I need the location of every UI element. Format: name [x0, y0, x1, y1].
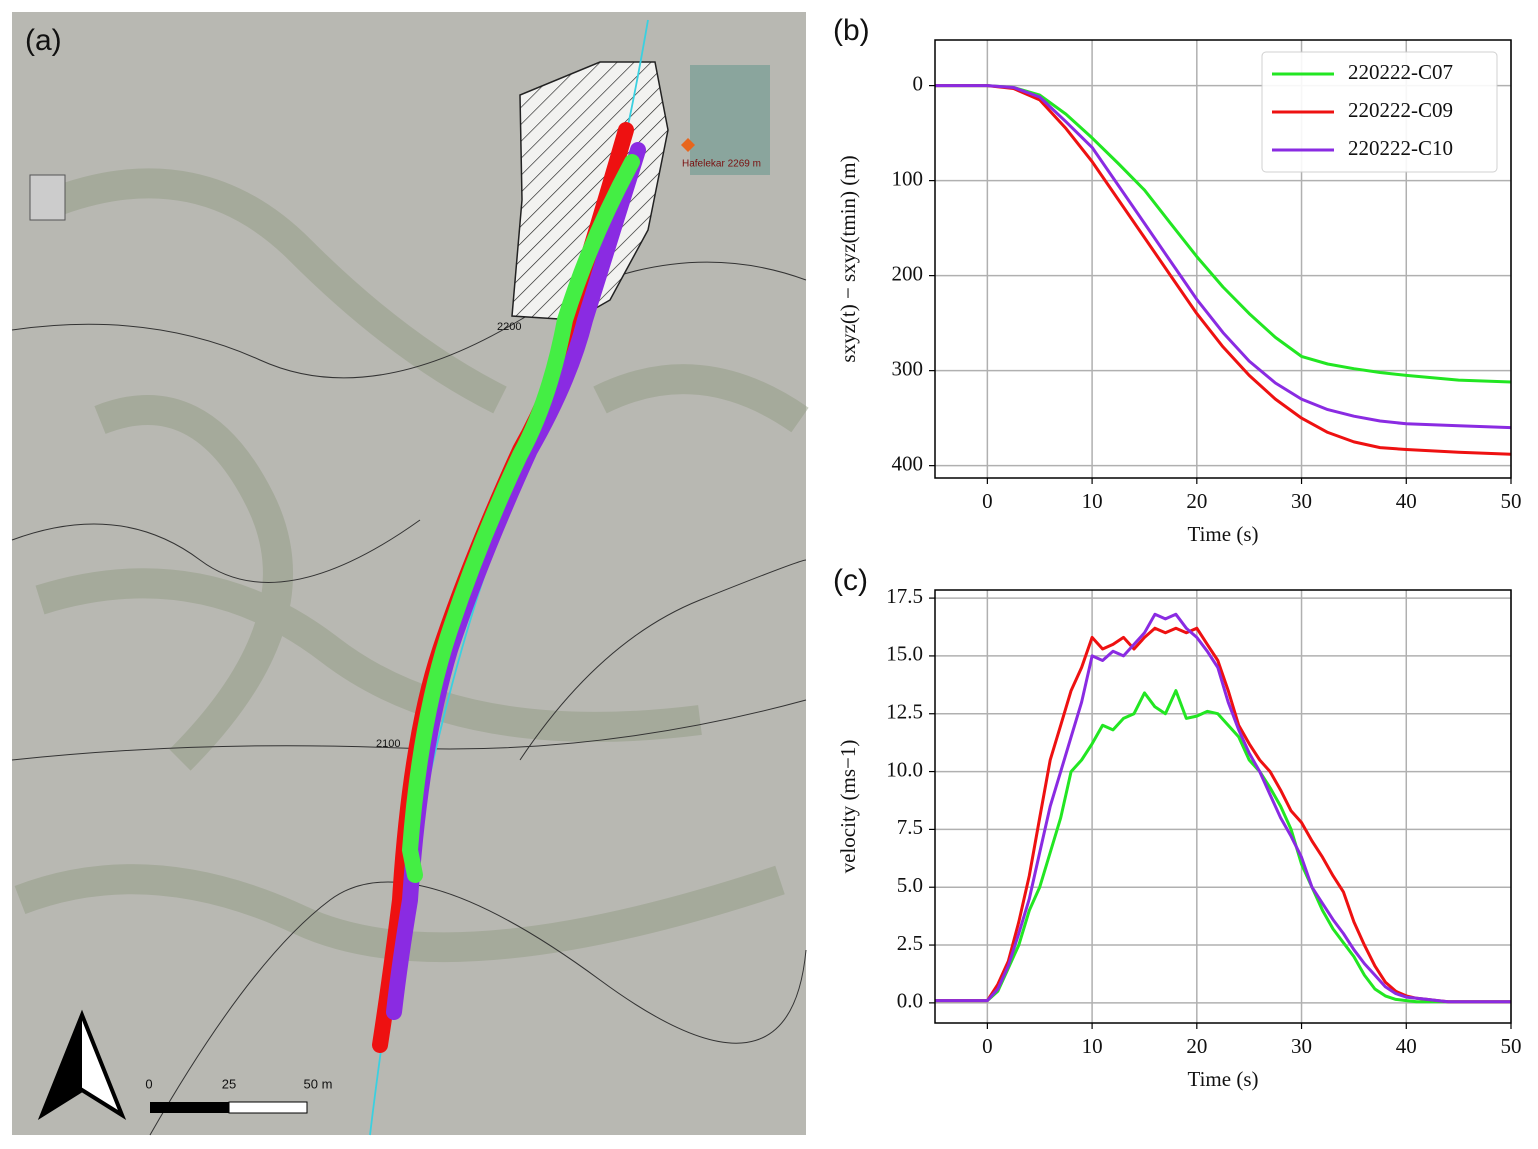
y-tick-label: 100 — [892, 166, 924, 190]
x-axis-label: Time (s) — [1188, 522, 1259, 546]
x-tick-label: 30 — [1291, 489, 1312, 513]
x-tick-label: 40 — [1396, 1034, 1417, 1058]
scale-bar — [150, 1102, 229, 1113]
contour-lines — [11, 261, 807, 1136]
x-tick-label: 20 — [1186, 489, 1207, 513]
x-tick-label: 0 — [982, 489, 993, 513]
legend-label: 220222-C10 — [1348, 136, 1453, 160]
y-tick-label: 200 — [892, 261, 924, 285]
y-tick-label: 7.5 — [897, 815, 923, 839]
legend-box — [1261, 51, 1498, 173]
contour-label: 2100 — [376, 738, 400, 750]
y-axis-label: velocity (ms−1) — [836, 740, 860, 874]
plot-area — [935, 84, 1512, 456]
line — [935, 84, 1512, 456]
legend-label: 220222-C07 — [1348, 60, 1453, 84]
axes-frame — [934, 39, 1512, 479]
hut — [29, 174, 66, 221]
x-tick-label: 40 — [1396, 489, 1417, 513]
y-tick-label: 17.5 — [886, 584, 923, 608]
scale-label: 0 — [145, 1076, 152, 1091]
panel-label: (a) — [25, 24, 62, 57]
legend-label: 220222-C09 — [1348, 98, 1453, 122]
y-tick-label: 15.0 — [886, 642, 923, 666]
y-tick-label: 2.5 — [897, 931, 923, 955]
station-label: Hafelekar 2269 m — [682, 159, 761, 170]
x-tick-label: 0 — [982, 1034, 993, 1058]
line — [935, 689, 1511, 1004]
map-panel: (a) 2200 2100 Hafelekar 2269 m 0 25 50 m — [11, 12, 809, 1136]
x-axis-label: Time (s) — [1188, 1067, 1259, 1091]
building — [690, 65, 770, 175]
y-tick-label: 0 — [913, 71, 924, 95]
y-tick-label: 5.0 — [897, 873, 923, 897]
x-tick-label: 50 — [1501, 489, 1522, 513]
x-tick-label: 10 — [1082, 489, 1103, 513]
panel-label: (c) — [833, 564, 868, 597]
line — [935, 612, 1511, 1004]
plot-area — [935, 612, 1511, 1004]
y-tick-label: 300 — [892, 356, 924, 380]
line — [935, 84, 1512, 384]
station-marker — [681, 138, 695, 152]
x-tick-label: 10 — [1082, 1034, 1103, 1058]
scale-bar — [228, 1101, 308, 1114]
line — [935, 84, 1512, 430]
y-tick-label: 400 — [892, 451, 924, 475]
x-tick-label: 30 — [1291, 1034, 1312, 1058]
panel-label: (b) — [833, 14, 870, 47]
y-tick-label: 10.0 — [886, 757, 923, 781]
scale-label: 25 — [222, 1076, 236, 1091]
vegetation — [14, 168, 809, 963]
north-arrow-half — [42, 1015, 82, 1115]
y-tick-label: 12.5 — [886, 700, 923, 724]
x-tick-label: 20 — [1186, 1034, 1207, 1058]
x-tick-label: 50 — [1501, 1034, 1522, 1058]
contour-label: 2200 — [497, 321, 521, 333]
trajectory — [401, 154, 640, 883]
axes-frame — [934, 589, 1512, 1024]
scale-label: 50 m — [304, 1076, 333, 1091]
y-axis-label: sxyz(t) − sxyz(tmin) (m) — [836, 155, 860, 362]
y-tick-label: 0.0 — [897, 989, 923, 1013]
